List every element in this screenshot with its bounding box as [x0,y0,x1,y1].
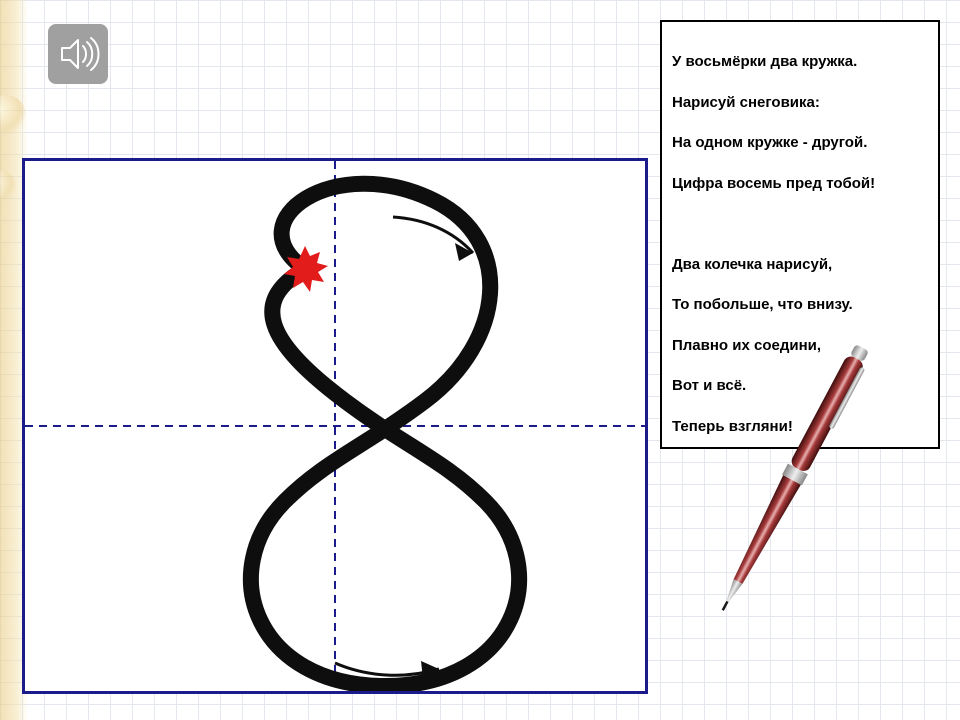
poem-line: Вот и всё. [672,377,746,394]
poem-line: Нарисуй снеговика: [672,94,820,111]
start-marker-star [282,246,328,292]
poem-line: Цифра восемь пред тобой! [672,175,875,192]
figure-eight-glyph [25,161,645,691]
drawing-frame [22,158,648,694]
poem-line: На одном кружке - другой. [672,134,867,151]
poem-line: То побольше, что внизу. [672,296,853,313]
poem-line: У восьмёрки два кружка. [672,53,857,70]
poem-line: Два колечка нарисуй, [672,256,832,273]
speaker-icon [56,32,100,76]
play-audio-button[interactable] [48,24,108,84]
